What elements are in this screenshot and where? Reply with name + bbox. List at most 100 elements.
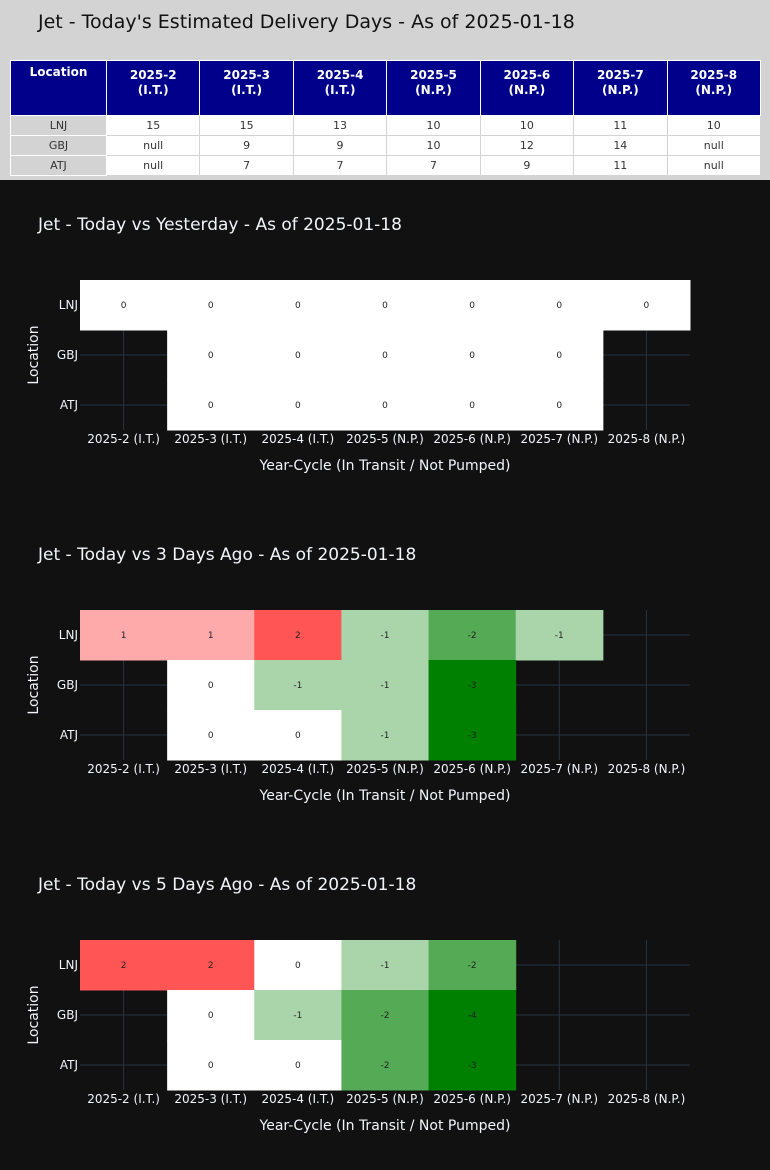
heatmap-cell <box>80 940 168 991</box>
cell-value-label: -3 <box>468 1061 477 1071</box>
cell-value-label: 0 <box>208 1011 214 1021</box>
table-row: GBJ null 9 9 10 12 14 null <box>10 135 762 156</box>
cell-value-label: 0 <box>295 401 301 411</box>
cell-value-label: 0 <box>469 401 475 411</box>
x-tick-label: 2025-8 (N.P.) <box>608 432 686 446</box>
table-row-label: GBJ <box>10 135 107 156</box>
heatmap-cell <box>341 710 430 761</box>
heatmap-cell <box>428 940 517 991</box>
table-row-label: LNJ <box>10 115 107 136</box>
cell-value-label: -1 <box>555 631 564 641</box>
x-tick-label: 2025-4 (I.T.) <box>261 762 334 776</box>
heatmap-cell <box>341 330 430 381</box>
x-axis-label: Year-Cycle (In Transit / Not Pumped) <box>259 1118 511 1134</box>
cell-value-label: -4 <box>468 1011 477 1021</box>
cell-value-label: 0 <box>295 961 301 971</box>
heatmap-cell <box>254 940 342 991</box>
chart-title: Jet - Today vs Yesterday - As of 2025-01… <box>37 215 402 235</box>
heatmap-cell <box>341 1040 430 1091</box>
table-cell: 12 <box>479 135 575 156</box>
table-cell: 7 <box>292 155 388 176</box>
table-cell: 13 <box>292 115 388 136</box>
cell-value-label: 0 <box>208 731 214 741</box>
cell-value-label: -1 <box>381 681 390 691</box>
table-header-cell: 2025-5 (N.P.) <box>386 60 481 116</box>
heatmap-cell <box>167 990 255 1041</box>
cell-value-label: 0 <box>556 351 562 361</box>
table-title: Jet - Today's Estimated Delivery Days - … <box>38 11 575 33</box>
x-tick-label: 2025-2 (I.T.) <box>87 1092 160 1106</box>
cell-value-label: 0 <box>644 301 650 311</box>
heatmap-cell <box>428 710 517 761</box>
cell-value-label: 0 <box>469 351 475 361</box>
heatmap-cell <box>254 380 342 431</box>
x-tick-label: 2025-6 (N.P.) <box>433 762 511 776</box>
x-tick-label: 2025-6 (N.P.) <box>433 1092 511 1106</box>
x-tick-label: 2025-7 (N.P.) <box>520 762 598 776</box>
heatmap-cell <box>254 990 342 1041</box>
table-cell: 10 <box>386 135 481 156</box>
heatmap-cell <box>254 660 342 711</box>
heatmap-cell <box>515 280 604 331</box>
cell-value-label: 0 <box>295 301 301 311</box>
heatmap-cell <box>428 380 517 431</box>
table-header-cell: 2025-8 (N.P.) <box>666 60 762 116</box>
heatmap-cell <box>428 990 517 1041</box>
y-tick-label: ATJ <box>60 398 78 412</box>
cell-value-label: 0 <box>556 401 562 411</box>
delivery-table-section: Jet - Today's Estimated Delivery Days - … <box>0 0 770 180</box>
x-tick-label: 2025-3 (I.T.) <box>174 1092 247 1106</box>
x-tick-label: 2025-2 (I.T.) <box>87 432 160 446</box>
chart-title: Jet - Today vs 5 Days Ago - As of 2025-0… <box>37 875 416 895</box>
y-tick-label: GBJ <box>57 1008 78 1022</box>
table-cell: 9 <box>292 135 388 156</box>
x-tick-label: 2025-4 (I.T.) <box>261 1092 334 1106</box>
cell-value-label: 0 <box>295 731 301 741</box>
table-cell: 9 <box>479 155 575 176</box>
table-cell: null <box>105 135 201 156</box>
cell-value-label: 2 <box>121 961 127 971</box>
cell-value-label: 0 <box>208 401 214 411</box>
heatmap-3-days-ago: Jet - Today vs 3 Days Ago - As of 2025-0… <box>26 545 690 804</box>
x-tick-label: 2025-7 (N.P.) <box>520 1092 598 1106</box>
heatmap-cell <box>254 610 342 661</box>
heatmap-cell <box>167 710 255 761</box>
y-tick-label: GBJ <box>57 348 78 362</box>
table-cell: 14 <box>573 135 668 156</box>
heatmap-cell <box>428 660 517 711</box>
x-tick-label: 2025-5 (N.P.) <box>346 432 424 446</box>
table-cell: 11 <box>573 115 668 136</box>
table-cell: 15 <box>199 115 294 136</box>
table-header-cell: 2025-4 (I.T.) <box>292 60 388 116</box>
cell-value-label: 0 <box>121 301 127 311</box>
heatmap-cell <box>254 330 342 381</box>
heatmap-5-days-ago: Jet - Today vs 5 Days Ago - As of 2025-0… <box>26 875 690 1134</box>
x-tick-label: 2025-5 (N.P.) <box>346 762 424 776</box>
heatmap-cell <box>167 1040 255 1091</box>
heatmap-cell <box>428 610 517 661</box>
heatmap-cell <box>254 710 342 761</box>
delivery-days-table: Location 2025-2 (I.T.) 2025-3 (I.T.) 2025-… <box>10 60 762 176</box>
heatmap-cell <box>341 380 430 431</box>
heatmap-cell <box>602 280 691 331</box>
cell-value-label: -1 <box>293 1011 302 1021</box>
heatmap-cell <box>341 990 430 1041</box>
table-row: ATJ null 7 7 7 9 11 null <box>10 155 762 176</box>
heatmap-cell <box>254 1040 342 1091</box>
table-cell: 10 <box>386 115 481 136</box>
heatmap-cell <box>428 330 517 381</box>
heatmap-cell <box>341 940 430 991</box>
heatmap-cell <box>341 660 430 711</box>
cell-value-label: 0 <box>208 301 214 311</box>
cell-value-label: -2 <box>468 961 477 971</box>
heatmap-yesterday: Jet - Today vs Yesterday - As of 2025-01… <box>26 215 691 474</box>
cell-value-label: 0 <box>295 1061 301 1071</box>
table-cell: 7 <box>199 155 294 176</box>
heatmap-cell <box>341 280 430 331</box>
heatmap-cell <box>167 380 255 431</box>
x-tick-label: 2025-3 (I.T.) <box>174 762 247 776</box>
cell-value-label: -1 <box>381 631 390 641</box>
cell-value-label: 0 <box>382 351 388 361</box>
x-axis-label: Year-Cycle (In Transit / Not Pumped) <box>259 788 511 804</box>
x-axis-label: Year-Cycle (In Transit / Not Pumped) <box>259 458 511 474</box>
